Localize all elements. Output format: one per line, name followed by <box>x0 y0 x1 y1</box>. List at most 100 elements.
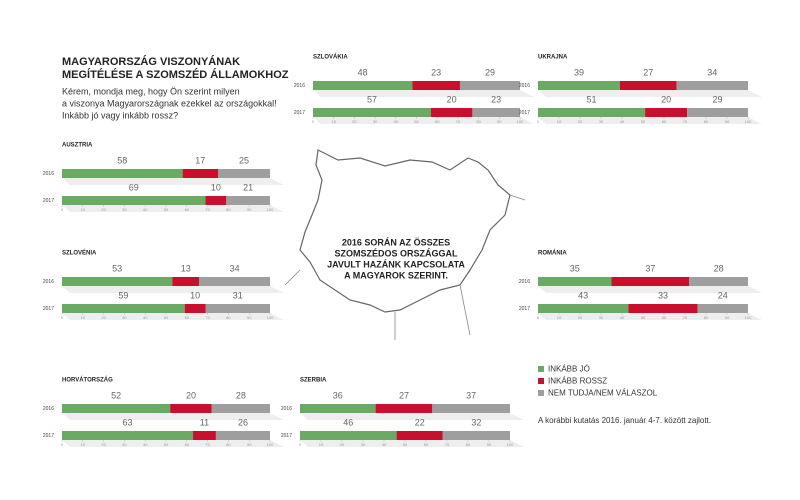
category-label: 2016 <box>519 83 530 89</box>
value-label: 20 <box>447 94 457 104</box>
bar-segment <box>62 277 173 286</box>
x-tick-label: 80 <box>226 207 231 212</box>
legend-swatch <box>538 378 544 384</box>
value-label: 10 <box>190 290 200 300</box>
x-tick-label: 10 <box>557 119 562 124</box>
bar-segment <box>172 277 200 286</box>
x-tick-label: 30 <box>599 119 604 124</box>
x-tick-label: 100 <box>267 315 274 320</box>
x-tick-label: 50 <box>164 207 169 212</box>
bar-segment <box>472 108 520 117</box>
value-label: 34 <box>707 67 717 77</box>
bar-segment <box>193 431 216 440</box>
x-tick-label: 80 <box>226 315 231 320</box>
bar-shadow <box>62 178 284 185</box>
category-label: 2017 <box>519 306 530 312</box>
x-tick-label: 0 <box>299 442 302 447</box>
bar-segment <box>430 108 473 117</box>
legend-label: INKÁBB JÓ <box>548 365 590 374</box>
x-tick-label: 40 <box>620 315 625 320</box>
value-label: 48 <box>358 67 368 77</box>
x-tick-label: 70 <box>683 315 688 320</box>
bar-segment <box>375 404 433 413</box>
chart-title: SZLOVÁKIA <box>313 54 348 61</box>
x-tick-label: 30 <box>122 207 127 212</box>
chart-title: SZLOVÉNIA <box>62 249 97 257</box>
chart-title: UKRAJNA <box>538 55 568 61</box>
bar-segment <box>300 404 376 413</box>
category-label: 2016 <box>281 406 292 412</box>
x-tick-label: 60 <box>185 442 190 447</box>
x-tick-label: 40 <box>143 315 148 320</box>
value-label: 22 <box>415 417 425 427</box>
x-tick-label: 10 <box>557 315 562 320</box>
x-tick-label: 0 <box>61 207 64 212</box>
legend-swatch <box>538 390 544 396</box>
value-label: 21 <box>243 182 253 192</box>
value-label: 28 <box>236 390 246 400</box>
x-tick-label: 60 <box>435 119 440 124</box>
x-tick-label: 90 <box>247 315 252 320</box>
value-label: 11 <box>200 417 209 427</box>
bar-segment <box>62 304 185 313</box>
bar-segment <box>226 196 270 205</box>
bar-segment <box>697 304 748 313</box>
bar-segment <box>218 169 270 178</box>
x-tick-label: 50 <box>414 119 419 124</box>
bar-segment <box>62 196 206 205</box>
value-label: 26 <box>238 417 248 427</box>
value-label: 31 <box>233 290 243 300</box>
x-tick-label: 20 <box>101 207 106 212</box>
x-tick-label: 20 <box>340 442 345 447</box>
x-tick-label: 10 <box>331 119 336 124</box>
river <box>284 194 526 340</box>
bar-segment <box>205 196 227 205</box>
chart-title: SZERBIA <box>300 378 327 384</box>
title: MAGYARORSZÁG VISZONYÁNAK <box>62 55 240 68</box>
x-tick-label: 30 <box>599 315 604 320</box>
value-label: 63 <box>123 417 133 427</box>
x-tick-label: 90 <box>497 119 502 124</box>
category-label: 2016 <box>294 83 305 89</box>
bar-segment <box>199 277 270 286</box>
category-label: 2017 <box>43 433 54 439</box>
value-label: 33 <box>658 290 668 300</box>
x-tick-label: 70 <box>205 207 210 212</box>
x-tick-label: 90 <box>725 119 730 124</box>
chart-title: ROMÁNIA <box>538 250 567 257</box>
value-label: 37 <box>466 390 476 400</box>
x-tick-label: 50 <box>164 442 169 447</box>
bar-segment <box>538 277 612 286</box>
hungary-outline <box>299 149 511 313</box>
legend-swatch <box>538 366 544 372</box>
chart-title: HORVÁTORSZÁG <box>62 377 113 384</box>
bar-segment <box>442 431 510 440</box>
value-label: 37 <box>645 263 655 273</box>
bar-segment <box>215 431 270 440</box>
x-tick-label: 40 <box>143 207 148 212</box>
bar-segment <box>211 404 270 413</box>
subtitle: Inkább jó vagy inkább rossz? <box>62 110 178 120</box>
value-label: 53 <box>112 263 122 273</box>
bar-segment <box>538 81 620 90</box>
x-tick-label: 50 <box>164 315 169 320</box>
category-label: 2017 <box>281 433 292 439</box>
bar-segment <box>184 304 206 313</box>
bar-segment <box>645 108 688 117</box>
x-tick-label: 20 <box>352 119 357 124</box>
x-tick-label: 90 <box>725 315 730 320</box>
bar-segment <box>538 304 629 313</box>
x-tick-label: 10 <box>81 315 86 320</box>
x-tick-label: 60 <box>185 315 190 320</box>
bar-segment <box>689 277 748 286</box>
x-tick-label: 40 <box>143 442 148 447</box>
x-tick-label: 10 <box>319 442 324 447</box>
bar-segment <box>628 304 698 313</box>
value-label: 20 <box>186 390 196 400</box>
bar-segment <box>459 81 520 90</box>
value-label: 23 <box>491 94 501 104</box>
bar-shadow <box>62 286 284 293</box>
x-tick-label: 30 <box>122 442 127 447</box>
value-label: 24 <box>718 290 728 300</box>
